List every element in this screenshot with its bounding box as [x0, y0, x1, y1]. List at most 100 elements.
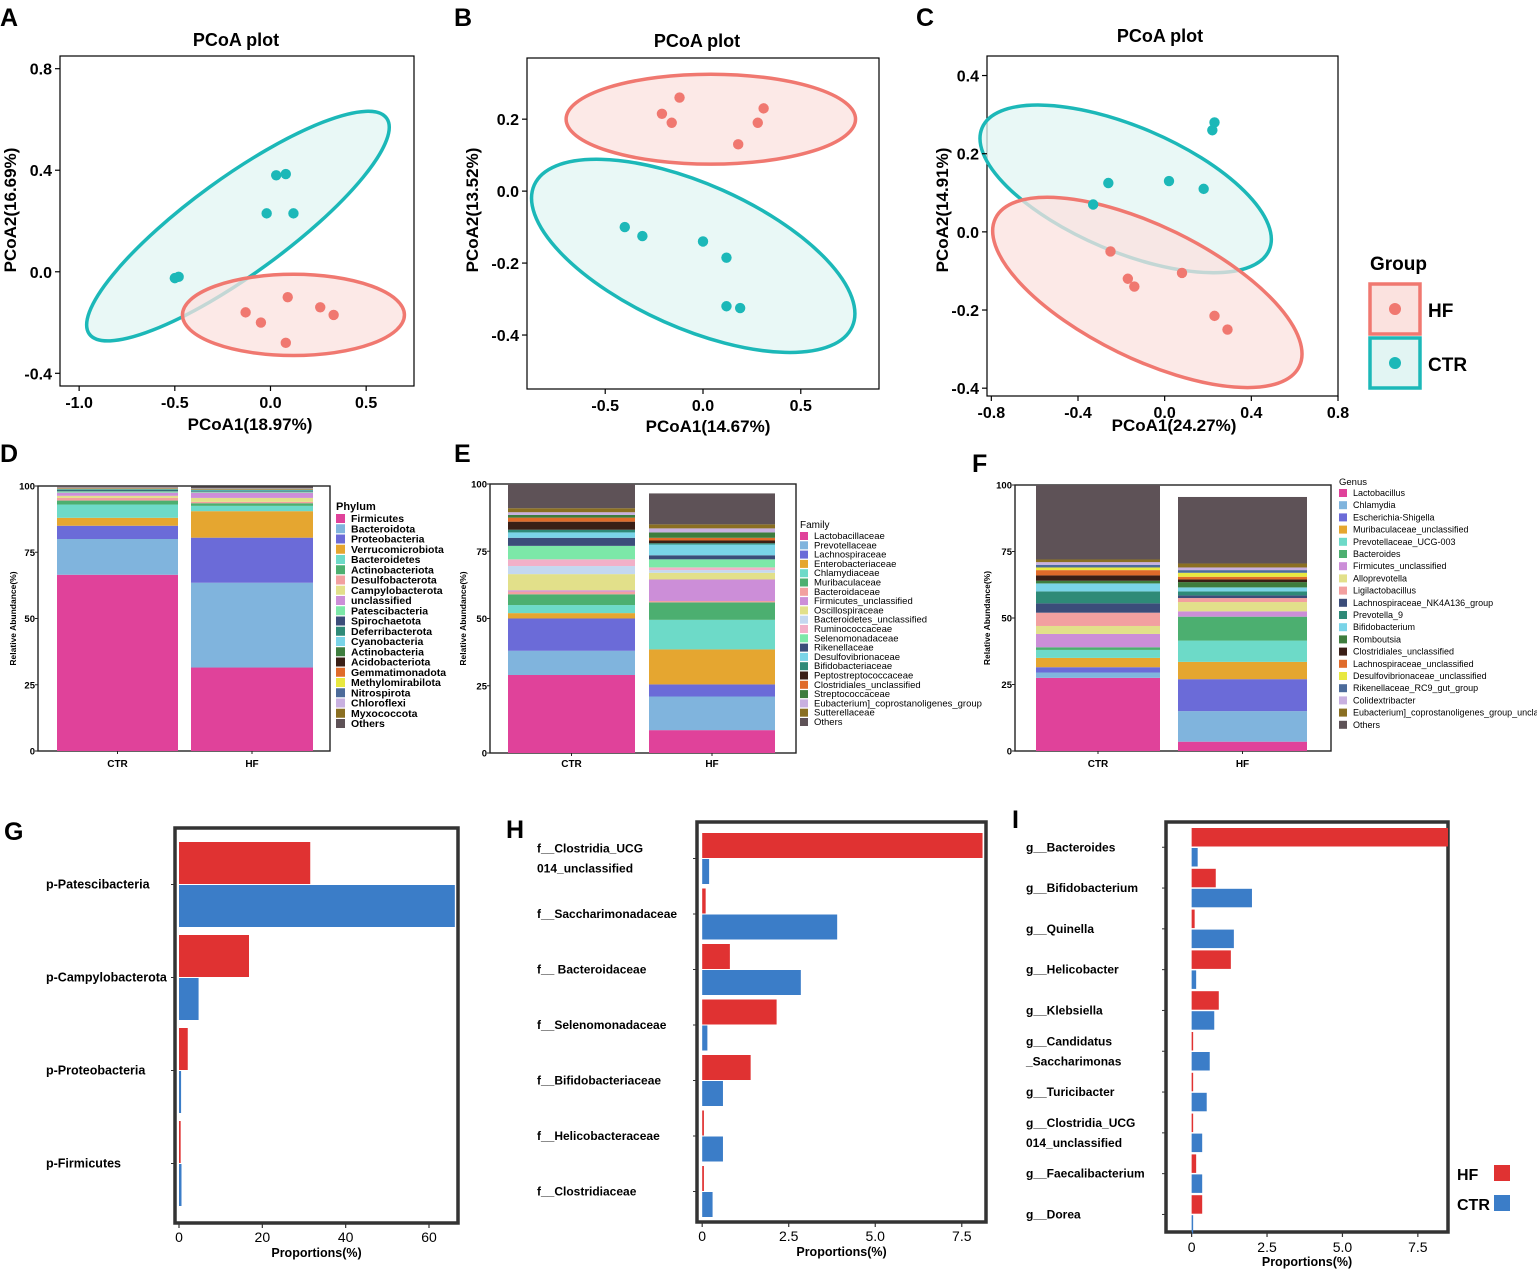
x-tick-label: 0.0 — [1154, 405, 1176, 422]
legend-label: unclassified — [351, 595, 412, 607]
category-label: 014_unclassified — [537, 862, 633, 876]
bar-segment-ctr — [1036, 559, 1160, 563]
y-tick-label: 75 — [1001, 547, 1012, 558]
bar-segment-ctr — [508, 484, 635, 509]
legend-swatch — [800, 625, 808, 633]
ellipse-hf — [564, 72, 858, 166]
legend-label: Lachnospiraceae_unclassified — [1353, 659, 1474, 669]
x-tick-label: 0.0 — [692, 398, 714, 415]
y-tick-label: -0.2 — [491, 256, 519, 273]
bar-hf — [179, 1121, 181, 1163]
legend-swatch — [800, 559, 808, 568]
lda-bar-panel-H: f__Clostridia_UCG 014_unclassified f__Sacc… — [537, 820, 988, 1259]
point-hf — [255, 317, 267, 328]
y-axis-label: Relative Abundance(%) — [8, 571, 18, 665]
y-axis-label: Relative Abundance(%) — [982, 571, 992, 665]
bar-segment-hf — [191, 511, 313, 538]
legend-swatch — [1339, 696, 1347, 705]
bar-hf — [702, 944, 730, 969]
bar-segment-ctr — [1036, 672, 1160, 678]
point-ctr — [1209, 117, 1220, 128]
bar-segment-ctr — [508, 618, 635, 651]
bar-segment-ctr — [1036, 567, 1160, 571]
point-ctr — [721, 252, 732, 263]
category-label: CTR — [107, 759, 128, 770]
bar-hf — [179, 1028, 188, 1070]
legend-swatch — [800, 615, 808, 624]
bar-segment-ctr — [1036, 677, 1160, 751]
point-hf — [1222, 324, 1233, 335]
category-label: HF — [1236, 759, 1249, 770]
legend-label: Clostridiales_unclassified — [1353, 647, 1454, 657]
point-ctr — [734, 302, 746, 314]
legend-label: Bifidobacteriaceae — [814, 661, 892, 672]
pcoa-panel-C: -0.8 -0.4 0.0 0.4 0.8 -0.4 -0.2 0.0 0.2 0.4 PCoA p… — [933, 26, 1349, 435]
legend-swatch — [1339, 672, 1347, 680]
point-ctr — [697, 236, 709, 247]
legend-label: Ligilactobacillus — [1353, 586, 1417, 596]
y-tick-label: 0.0 — [957, 225, 979, 242]
legend-swatch — [336, 616, 345, 626]
legend-title: Phylum — [336, 501, 376, 513]
legend-swatch — [1339, 720, 1347, 729]
legend-swatch — [1339, 647, 1347, 656]
legend-title: Group — [1370, 254, 1427, 275]
bar-hf — [1191, 991, 1219, 1010]
stacked-bar-panel-E: CTR HF 0 25 50 75 100 Relative Abundance(%) Fami… — [458, 480, 982, 771]
bar-segment-hf — [191, 667, 313, 751]
legend-label: Deferribacterota — [351, 626, 432, 638]
bar-segment-hf — [1178, 679, 1307, 712]
point-hf — [758, 103, 769, 114]
bar-segment-hf — [1178, 582, 1307, 588]
bar-ctr — [1191, 1011, 1215, 1030]
x-tick-label: 5.0 — [1333, 1239, 1353, 1255]
bar-segment-ctr — [508, 512, 635, 515]
bar-segment-hf — [649, 532, 775, 538]
bar-ctr — [1191, 848, 1198, 867]
x-axis-label: PCoA1(24.27%) — [1112, 416, 1237, 435]
bar-segment-hf — [649, 567, 775, 571]
bar-segment-ctr — [57, 517, 178, 526]
bar-ctr — [702, 970, 801, 995]
x-tick-label: 7.5 — [952, 1228, 972, 1244]
bar-ctr — [179, 978, 199, 1020]
legend-label: Clostridiales_unclassified — [814, 680, 921, 691]
y-tick-label: 25 — [24, 680, 35, 691]
bar-segment-ctr — [57, 504, 178, 518]
bar-segment-hf — [649, 730, 775, 753]
legend-label: Others — [814, 717, 843, 728]
legend-swatch — [800, 671, 808, 680]
bar-segment-ctr — [1036, 667, 1160, 673]
bar-segment-hf — [1178, 591, 1307, 596]
y-tick-label: 0.4 — [957, 69, 979, 86]
category-label: f__Bifidobacteriaceae — [537, 1074, 661, 1088]
legend-swatch — [336, 688, 345, 698]
legend-swatch — [1339, 513, 1347, 522]
legend-swatch — [1339, 525, 1347, 534]
bar-ctr — [1191, 888, 1252, 908]
category-label: 014_unclassified — [1026, 1136, 1122, 1150]
legend-swatch — [1339, 611, 1347, 619]
panel-letter-G: G — [4, 818, 23, 846]
bar-hf — [1191, 1072, 1194, 1092]
category-label: p-Patescibacteria — [46, 878, 151, 892]
legend-label: Spirochaetota — [351, 616, 421, 628]
point-ctr — [173, 271, 184, 283]
legend-label: Patescibacteria — [351, 605, 428, 617]
bar-segment-hf — [1178, 570, 1307, 573]
legend-label: Streptococcaceae — [814, 689, 890, 700]
bar-segment-hf — [191, 501, 313, 504]
legend-dot-hf — [1389, 303, 1401, 315]
category-label: HF — [705, 759, 718, 770]
legend-swatch-hf — [1494, 1165, 1510, 1181]
legend-swatch — [800, 680, 808, 689]
bar-segment-ctr — [57, 500, 178, 505]
legend-swatch — [800, 541, 808, 550]
point-hf — [1122, 273, 1134, 284]
legend-swatch — [1339, 550, 1347, 558]
lda-bar-panel-I: g__Bacteroides g__Bifidobacterium g__Quine… — [1025, 820, 1450, 1269]
legend-label: HF — [1428, 301, 1453, 322]
legend-label: Lactobacillaceae — [814, 531, 885, 542]
y-tick-label: 50 — [476, 614, 487, 625]
point-hf — [328, 309, 339, 321]
